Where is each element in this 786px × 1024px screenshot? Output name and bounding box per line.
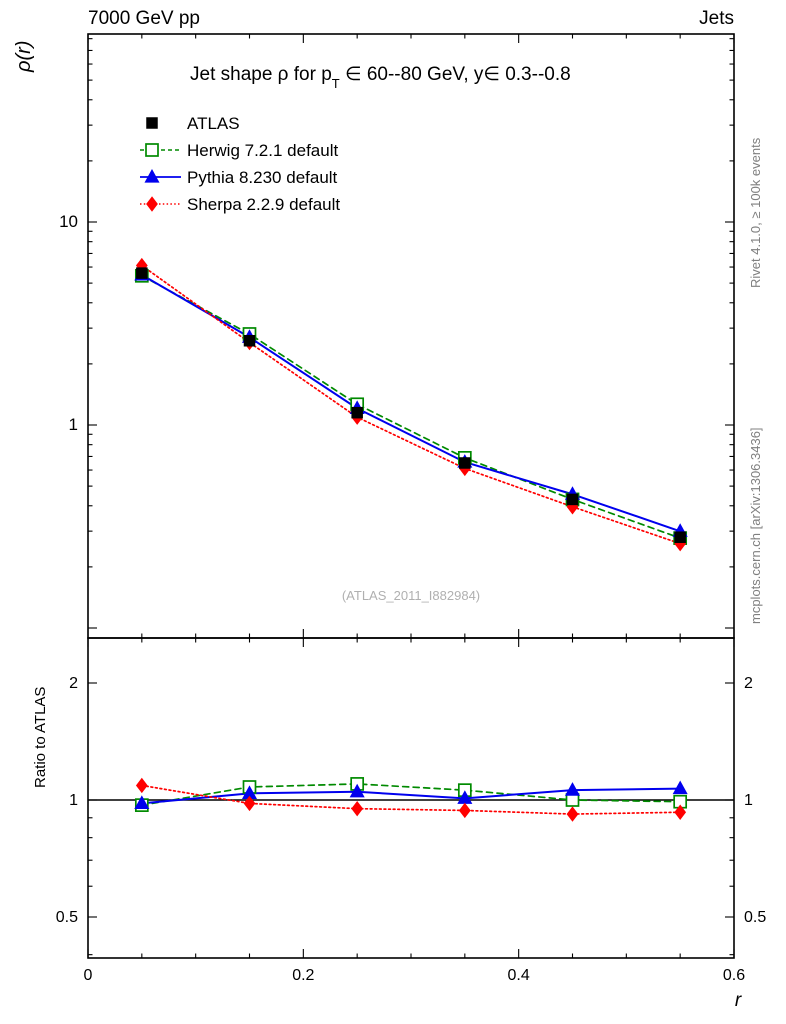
svg-text:2: 2 bbox=[744, 675, 753, 692]
svg-text:0.6: 0.6 bbox=[723, 967, 745, 984]
svg-text:0.5: 0.5 bbox=[56, 909, 78, 926]
svg-text:1: 1 bbox=[69, 792, 78, 809]
svg-text:10: 10 bbox=[59, 212, 78, 231]
svg-text:ρ(r): ρ(r) bbox=[13, 41, 35, 73]
svg-text:0.5: 0.5 bbox=[744, 909, 766, 926]
svg-text:ATLAS: ATLAS bbox=[187, 114, 240, 133]
svg-text:Herwig 7.2.1 default: Herwig 7.2.1 default bbox=[187, 141, 338, 160]
svg-text:0.4: 0.4 bbox=[508, 967, 530, 984]
svg-text:Rivet 4.1.0, ≥ 100k events: Rivet 4.1.0, ≥ 100k events bbox=[748, 137, 763, 288]
svg-text:Pythia 8.230 default: Pythia 8.230 default bbox=[187, 168, 338, 187]
svg-text:1: 1 bbox=[744, 792, 753, 809]
svg-text:1: 1 bbox=[69, 415, 78, 434]
svg-text:mcplots.cern.ch [arXiv:1306.34: mcplots.cern.ch [arXiv:1306.3436] bbox=[748, 427, 763, 624]
svg-text:r: r bbox=[735, 990, 742, 1011]
svg-text:0: 0 bbox=[84, 967, 93, 984]
svg-text:Ratio to ATLAS: Ratio to ATLAS bbox=[32, 687, 49, 788]
svg-text:Jets: Jets bbox=[699, 8, 734, 29]
svg-text:Sherpa 2.2.9 default: Sherpa 2.2.9 default bbox=[187, 195, 340, 214]
svg-text:0.2: 0.2 bbox=[292, 967, 314, 984]
svg-text:2: 2 bbox=[69, 675, 78, 692]
svg-text:(ATLAS_2011_I882984): (ATLAS_2011_I882984) bbox=[342, 588, 480, 603]
svg-text:7000 GeV pp: 7000 GeV pp bbox=[88, 8, 200, 29]
